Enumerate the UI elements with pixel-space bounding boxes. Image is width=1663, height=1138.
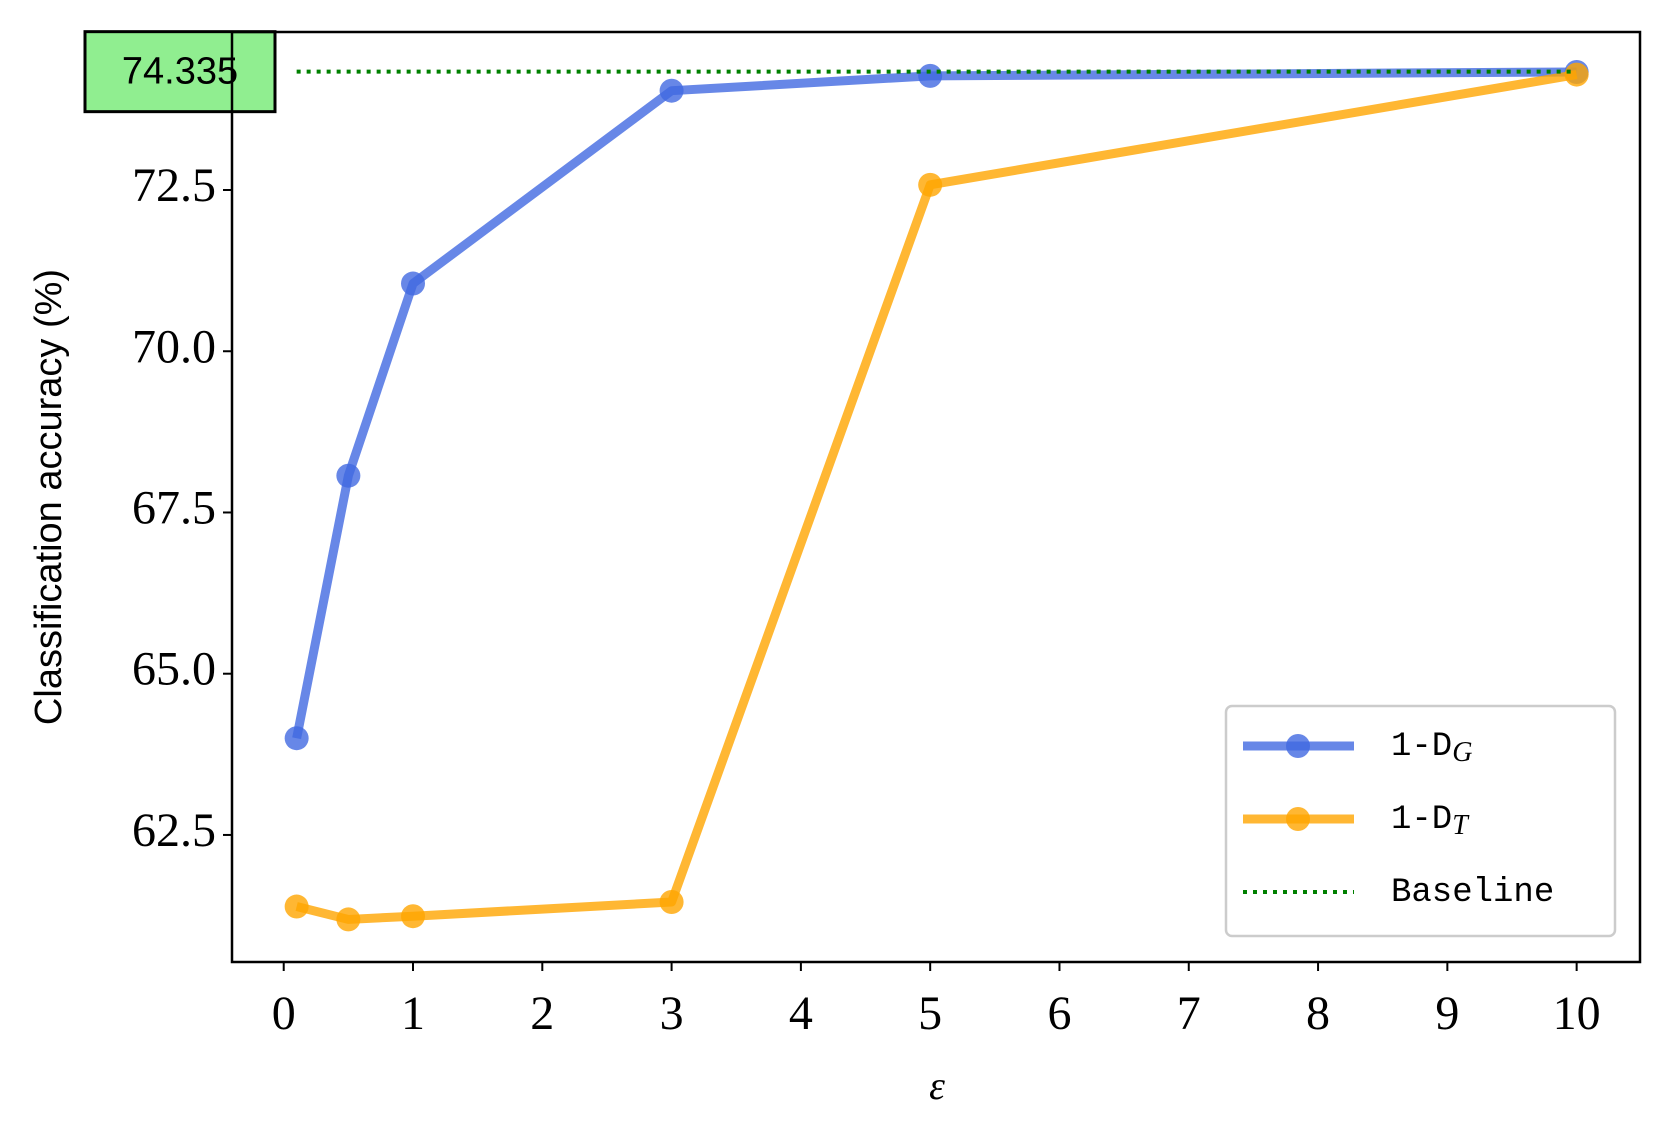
legend-box — [1224, 704, 1617, 938]
data-point — [336, 463, 361, 488]
data-point — [918, 172, 943, 197]
data-point — [284, 726, 309, 751]
data-point — [401, 904, 426, 929]
baseline-label-box — [83, 30, 277, 114]
legend-label: Baseline — [1391, 874, 1554, 912]
baseline-label: 74.335 — [122, 51, 238, 93]
x-tick-label: 3 — [660, 987, 684, 1040]
x-tick-label: 4 — [789, 987, 813, 1040]
x-tick-label: 1 — [401, 987, 425, 1040]
data-point — [918, 63, 943, 88]
y-tick-label: 62.5 — [132, 804, 216, 857]
legend-marker — [1286, 807, 1310, 831]
x-axis-label: ε — [929, 1063, 945, 1108]
y-tick-label: 67.5 — [132, 481, 216, 534]
data-point — [284, 894, 309, 919]
y-tick-label: 72.5 — [132, 159, 216, 212]
x-tick-label: 10 — [1553, 987, 1601, 1040]
data-point — [659, 890, 684, 915]
x-tick-label: 6 — [1047, 987, 1071, 1040]
data-point — [1564, 62, 1589, 87]
legend-label: 1-DT — [1391, 801, 1470, 841]
legend-label: 1-DG — [1391, 728, 1472, 768]
x-tick-label: 7 — [1177, 987, 1201, 1040]
legend: 1-DG 1-DT Baseline — [1224, 704, 1617, 938]
data-point — [401, 271, 426, 296]
x-tick-label: 2 — [530, 987, 554, 1040]
y-tick-label: 70.0 — [132, 320, 216, 373]
x-tick-label: 8 — [1306, 987, 1330, 1040]
series-line — [292, 67, 1577, 740]
y-tick-label: 65.0 — [132, 643, 216, 696]
x-tick-label: 9 — [1435, 987, 1459, 1040]
data-point — [659, 78, 684, 103]
x-tick-label: 5 — [918, 987, 942, 1040]
legend-marker — [1286, 734, 1310, 758]
data-point — [336, 907, 361, 932]
plot-frame — [230, 30, 1642, 964]
x-tick-label: 0 — [272, 987, 296, 1040]
y-axis-label: Classification accuracy (%) — [28, 269, 70, 725]
